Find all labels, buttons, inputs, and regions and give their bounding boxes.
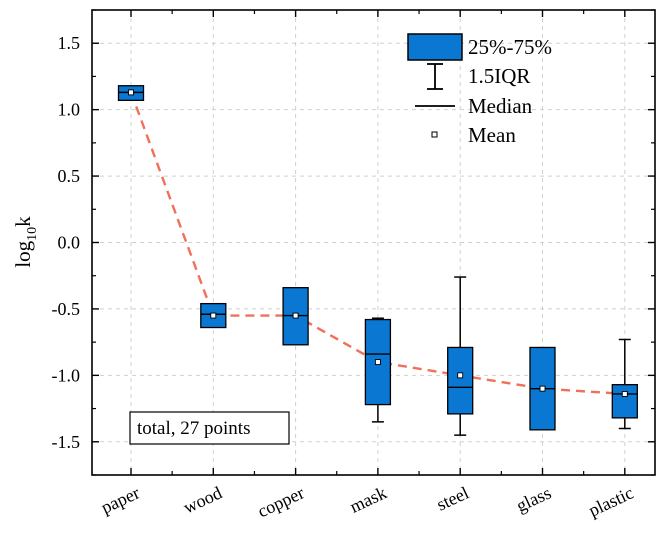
y-tick-label: 0.0 <box>58 233 81 253</box>
x-tick-label-paper: paper <box>98 482 143 517</box>
legend-label-mean: Mean <box>468 123 516 147</box>
box-copper <box>282 287 309 346</box>
grid-lines <box>92 10 655 475</box>
y-axis-label: log10k <box>11 216 40 268</box>
mean-marker <box>457 372 464 379</box>
y-tick-label: -1.0 <box>52 365 81 385</box>
box-steel <box>447 276 474 436</box>
x-tick-label-wood: wood <box>180 482 225 517</box>
y-tick-label: 1.5 <box>58 33 81 53</box>
y-tick-label: 0.5 <box>58 166 81 186</box>
legend-label-box: 25%-75% <box>468 35 552 59</box>
box-group <box>117 85 638 436</box>
box-iqr <box>611 384 638 419</box>
mean-marker <box>210 312 217 319</box>
y-tick-label: -0.5 <box>52 299 81 319</box>
box-iqr <box>447 346 474 415</box>
x-tick-label-plastic: plastic <box>585 482 636 520</box>
legend-mean-swatch <box>431 131 438 138</box>
y-axis-label-variable: k <box>11 216 35 227</box>
box-plastic <box>611 338 638 430</box>
mean-marker <box>539 385 546 392</box>
legend-label-whisker: 1.5IQR <box>468 64 530 88</box>
legend-whisker-swatch <box>427 63 443 90</box>
annotation-box: total, 27 points <box>129 411 290 445</box>
mean-marker <box>621 391 628 397</box>
y-tick-label: -1.5 <box>52 432 81 452</box>
legend-label-median: Median <box>468 94 533 118</box>
box-mask <box>364 317 392 423</box>
y-tick-label: 1.0 <box>58 100 81 120</box>
mean-marker <box>292 312 299 319</box>
x-tick-label-mask: mask <box>347 482 390 516</box>
mean-marker <box>374 359 381 366</box>
annotation-frame <box>129 411 290 445</box>
box-paper <box>117 85 145 101</box>
box-glass <box>529 346 556 431</box>
legend: 25%-75% 1.5IQR Median Mean <box>407 33 552 147</box>
y-axis-label-subscript: 10 <box>25 227 40 241</box>
box-wood <box>200 302 227 329</box>
mean-marker <box>128 89 134 96</box>
x-tick-label-steel: steel <box>434 482 472 514</box>
legend-box-swatch <box>407 33 463 61</box>
annotation-text: total, 27 points <box>137 418 250 439</box>
y-axis-label-base: log <box>11 240 35 267</box>
x-tick-label-copper: copper <box>254 482 307 521</box>
x-tick-label-glass: glass <box>513 482 554 515</box>
